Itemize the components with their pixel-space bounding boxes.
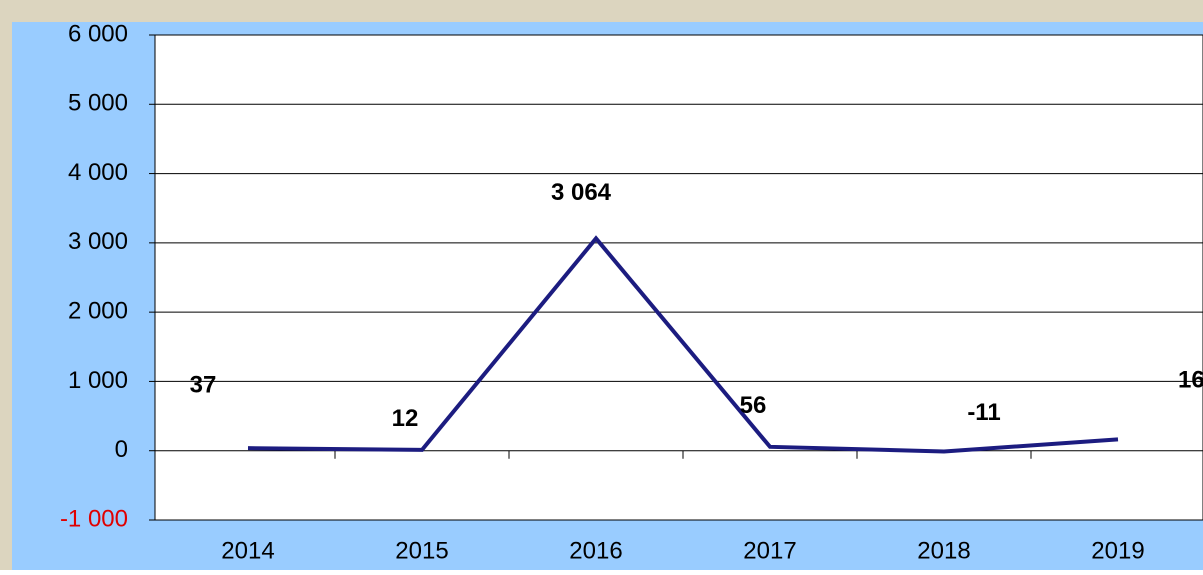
- y-tick-label: 5 000: [68, 90, 128, 117]
- y-tick-label: 4 000: [68, 159, 128, 186]
- y-tick-label: 0: [115, 436, 128, 463]
- x-tick-label: 2019: [1091, 537, 1144, 564]
- x-tick-label: 2015: [395, 537, 448, 564]
- x-tick-label: 2018: [917, 537, 970, 564]
- data-label: 12: [392, 405, 419, 432]
- data-label: 37: [190, 371, 217, 398]
- data-label: 164: [1178, 367, 1203, 394]
- y-tick-label: 2 000: [68, 297, 128, 324]
- line-series: [247, 235, 1119, 454]
- plot-area: [154, 34, 1203, 521]
- data-label: 3 064: [551, 179, 612, 206]
- y-tick-label: 1 000: [68, 367, 128, 394]
- y-tick-label: -1 000: [60, 505, 128, 532]
- data-label: 56: [740, 392, 767, 419]
- x-tick-label: 2014: [221, 537, 274, 564]
- x-tick-label: 2017: [743, 537, 796, 564]
- data-label: -11: [967, 399, 1000, 426]
- y-tick-label: 6 000: [68, 20, 128, 47]
- y-tick-label: 3 000: [68, 228, 128, 255]
- x-tick-label: 2016: [569, 537, 622, 564]
